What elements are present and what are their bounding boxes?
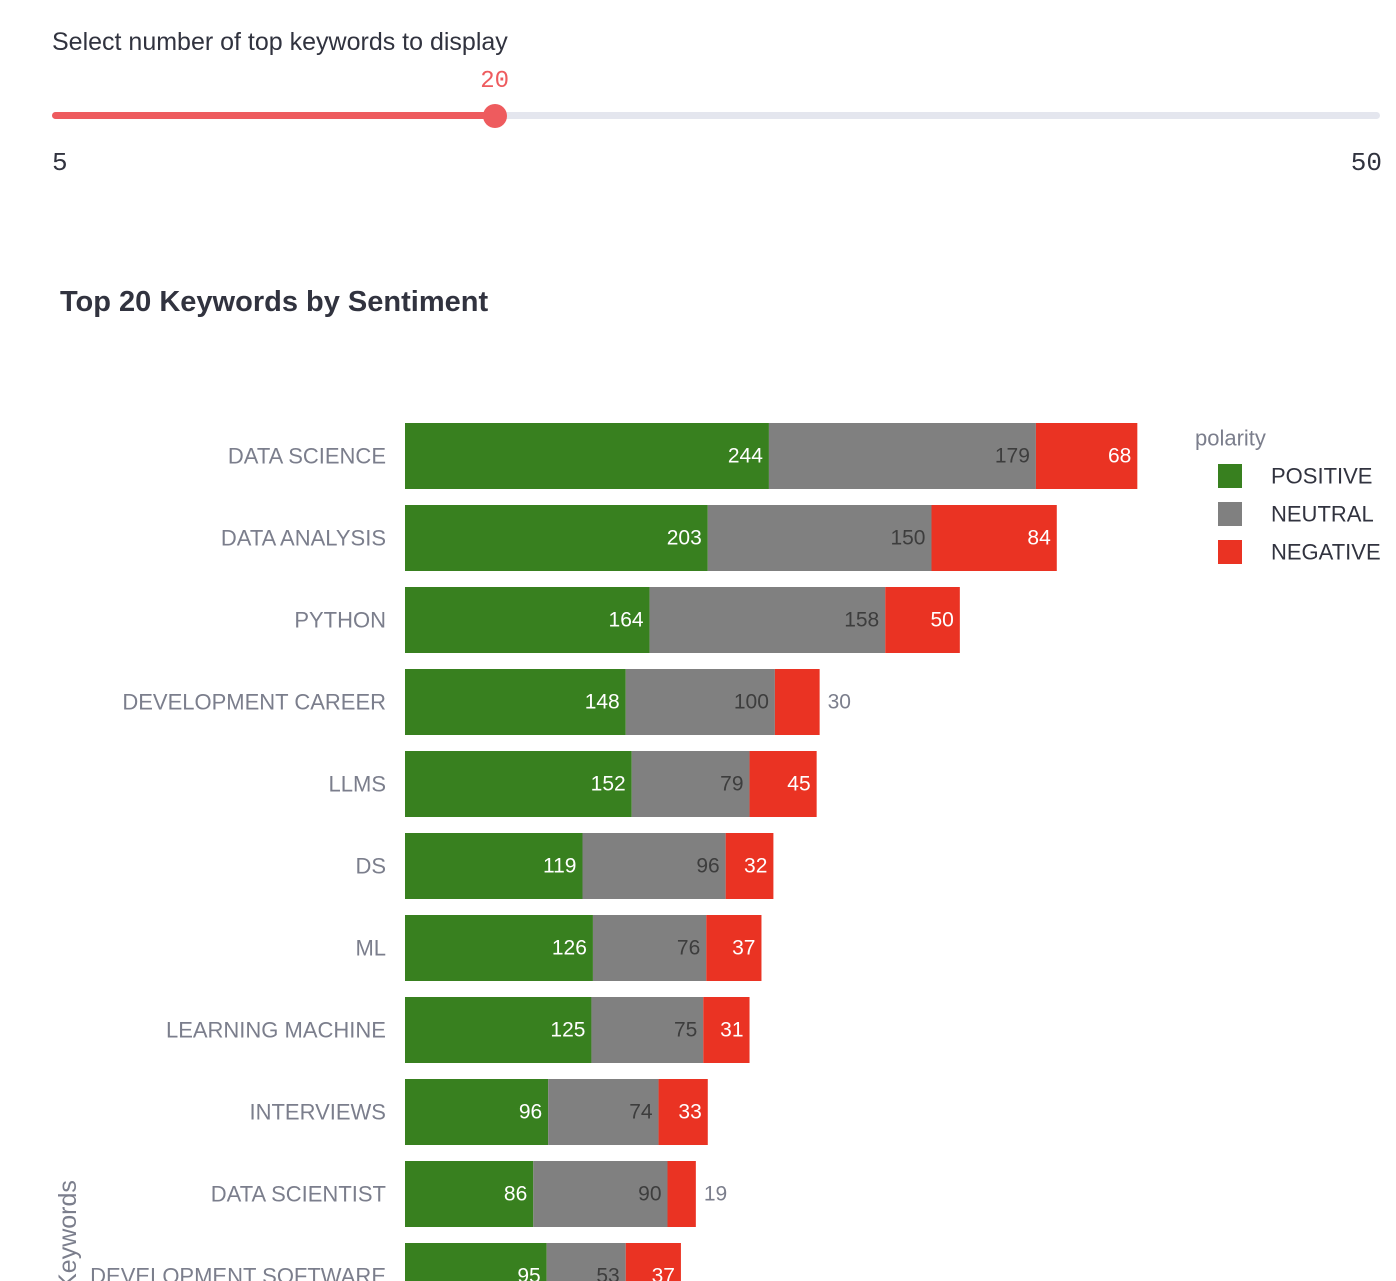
bar-neutral-data-analysis <box>707 505 932 571</box>
legend-label-neutral: NEUTRAL <box>1271 502 1374 527</box>
bar-negative-learning-machine <box>703 997 750 1063</box>
bar-value-positive-data-science: 244 <box>728 445 763 468</box>
bar-value-positive-development-software: 95 <box>517 1265 540 1281</box>
legend-label-negative: NEGATIVE <box>1271 540 1381 565</box>
bar-value-negative-development-software: 37 <box>652 1265 675 1281</box>
bar-value-positive-ds: 119 <box>543 855 576 878</box>
bar-value-neutral-learning-machine: 75 <box>674 1019 697 1042</box>
bar-negative-python <box>885 587 960 653</box>
slider-thumb[interactable] <box>482 104 507 128</box>
category-label-llms: LLMS <box>329 772 386 797</box>
bar-positive-interviews <box>405 1079 549 1145</box>
bar-positive-ml <box>405 915 593 981</box>
bar-value-negative-data-scientist: 19 <box>704 1183 727 1206</box>
bar-neutral-development-software <box>546 1243 626 1281</box>
bar-negative-ml <box>706 915 762 981</box>
category-label-learning-machine: LEARNING MACHINE <box>166 1018 386 1043</box>
bar-positive-development-career <box>405 669 626 735</box>
slider-fill <box>52 112 495 119</box>
bar-value-positive-development-career: 148 <box>585 691 620 714</box>
bar-value-negative-ml: 37 <box>732 937 755 960</box>
bar-value-neutral-data-science: 179 <box>995 445 1030 468</box>
legend-swatch-positive <box>1218 464 1242 488</box>
slider-label: Select number of top keywords to display <box>52 28 508 56</box>
bar-value-negative-data-analysis: 84 <box>1027 527 1051 550</box>
slider-max-label: 50 <box>1350 148 1382 178</box>
bar-value-neutral-llms: 79 <box>720 773 743 796</box>
bar-positive-data-analysis <box>405 505 708 571</box>
category-label-data-analysis: DATA ANALYSIS <box>221 526 386 551</box>
bar-value-negative-llms: 45 <box>787 773 810 796</box>
bar-value-negative-ds: 32 <box>744 855 767 878</box>
bar-value-positive-ml: 126 <box>552 937 587 960</box>
category-label-development-career: DEVELOPMENT CAREER <box>122 690 386 715</box>
keyword-count-slider: Select number of top keywords to display… <box>52 24 1382 194</box>
bar-value-positive-data-scientist: 86 <box>504 1183 527 1206</box>
bar-neutral-learning-machine <box>591 997 704 1063</box>
bar-value-negative-development-career: 30 <box>828 691 851 714</box>
bar-neutral-interviews <box>548 1079 659 1145</box>
category-label-development-software: DEVELOPMENT SOFTWARE <box>90 1264 386 1281</box>
slider-track[interactable] <box>52 112 1380 119</box>
bar-negative-llms <box>749 751 817 817</box>
bar-neutral-ds <box>582 833 726 899</box>
bar-positive-ds <box>405 833 583 899</box>
bar-negative-development-software <box>625 1243 681 1281</box>
bar-negative-interviews <box>658 1079 708 1145</box>
bar-value-neutral-data-analysis: 150 <box>890 527 925 550</box>
slider-current-value: 20 <box>480 68 510 95</box>
bar-negative-data-science <box>1035 423 1138 489</box>
bar-neutral-data-science <box>768 423 1036 489</box>
bar-value-neutral-interviews: 74 <box>629 1101 653 1124</box>
category-label-python: PYTHON <box>294 608 386 633</box>
bar-positive-llms <box>405 751 632 817</box>
bar-value-negative-interviews: 33 <box>678 1101 701 1124</box>
bar-positive-data-science <box>405 423 769 489</box>
bar-positive-python <box>405 587 650 653</box>
bar-neutral-llms <box>631 751 750 817</box>
bar-neutral-ml <box>592 915 707 981</box>
category-label-ml: ML <box>355 936 386 961</box>
legend-swatch-negative <box>1218 540 1242 564</box>
bar-neutral-python <box>649 587 886 653</box>
y-axis-title: Keywords <box>54 1180 82 1281</box>
bar-negative-data-scientist <box>667 1161 696 1227</box>
category-label-interviews: INTERVIEWS <box>249 1100 386 1125</box>
bar-value-neutral-data-scientist: 90 <box>638 1183 661 1206</box>
bar-value-neutral-development-software: 53 <box>596 1265 619 1281</box>
bar-value-positive-python: 164 <box>609 609 644 632</box>
bar-negative-ds <box>725 833 774 899</box>
category-label-data-scientist: DATA SCIENTIST <box>211 1182 386 1207</box>
legend-swatch-neutral <box>1218 502 1242 526</box>
bar-value-neutral-development-career: 100 <box>734 691 769 714</box>
bar-positive-data-scientist <box>405 1161 534 1227</box>
bar-negative-development-career <box>774 669 820 735</box>
bar-value-neutral-ds: 96 <box>696 855 719 878</box>
bar-value-positive-interviews: 96 <box>519 1101 542 1124</box>
legend-label-positive: POSITIVE <box>1271 464 1372 489</box>
legend-title: polarity <box>1195 426 1266 451</box>
category-label-ds: DS <box>355 854 386 879</box>
bar-negative-data-analysis <box>931 505 1057 571</box>
bar-positive-development-software <box>405 1243 547 1281</box>
slider-min-label: 5 <box>52 148 68 178</box>
bar-positive-learning-machine <box>405 997 592 1063</box>
bar-value-positive-llms: 152 <box>591 773 626 796</box>
bar-value-negative-data-science: 68 <box>1108 445 1131 468</box>
bar-value-positive-data-analysis: 203 <box>667 527 702 550</box>
bar-value-negative-learning-machine: 31 <box>720 1019 743 1042</box>
category-label-data-science: DATA SCIENCE <box>228 444 386 469</box>
bar-value-neutral-ml: 76 <box>677 937 700 960</box>
bar-value-neutral-python: 158 <box>844 609 879 632</box>
bar-neutral-data-scientist <box>533 1161 668 1227</box>
bar-value-positive-learning-machine: 125 <box>550 1019 585 1042</box>
bar-neutral-development-career <box>625 669 775 735</box>
bar-value-negative-python: 50 <box>930 609 953 632</box>
chart-title: Top 20 Keywords by Sentiment <box>60 286 489 318</box>
